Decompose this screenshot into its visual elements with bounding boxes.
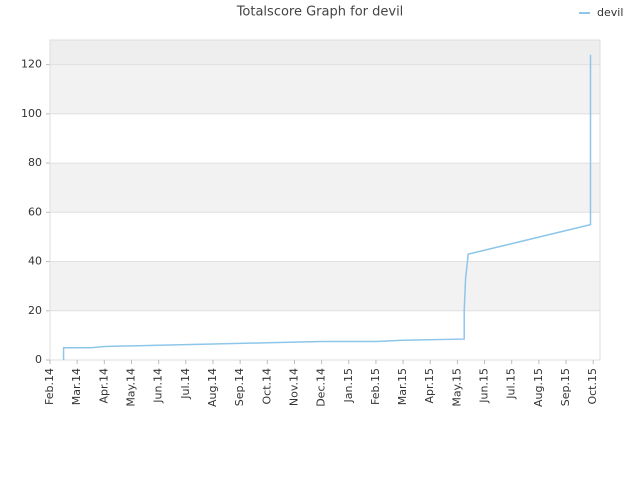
plot-band <box>50 64 600 114</box>
y-tick-label: 120 <box>21 58 42 71</box>
chart-title: Totalscore Graph for devil <box>236 5 404 20</box>
x-tick-label: Aug.15 <box>532 368 545 407</box>
y-tick-label: 40 <box>28 255 42 268</box>
x-tick-label: Mar.14 <box>70 368 83 405</box>
x-tick-label: Aug.14 <box>206 368 219 407</box>
x-tick-label: Sep.14 <box>233 368 246 406</box>
y-tick-label: 60 <box>28 205 42 218</box>
x-tick-label: Jun.14 <box>152 368 165 404</box>
x-tick-label: Oct.14 <box>260 368 273 405</box>
x-tick-label: Dec.14 <box>315 368 328 407</box>
y-tick-label: 20 <box>28 304 42 317</box>
plot-band <box>50 261 600 311</box>
plot-band <box>50 212 600 262</box>
x-tick-label: Nov.14 <box>287 368 300 406</box>
x-tick-label: Feb.14 <box>43 368 56 405</box>
x-tick-label: Jul.14 <box>179 368 192 400</box>
plot-frame <box>49 39 601 361</box>
x-tick-label: Jul.15 <box>505 368 518 400</box>
x-tick-label: May.14 <box>124 368 137 407</box>
plot-band <box>50 163 600 213</box>
x-tick-label: Feb.15 <box>369 368 382 405</box>
plot-band <box>50 113 600 164</box>
y-tick-label: 0 <box>35 353 42 366</box>
plot-band <box>50 40 600 65</box>
x-tick-label: May.15 <box>450 368 463 407</box>
data-line <box>62 54 592 360</box>
x-tick-label: Apr.15 <box>423 368 436 404</box>
y-tick-label: 80 <box>28 156 42 169</box>
x-tick-label: Apr.14 <box>97 368 110 404</box>
plot-band <box>50 310 600 360</box>
x-tick-label: Jan.15 <box>342 368 355 403</box>
x-tick-label: Mar.15 <box>396 368 409 405</box>
x-tick-label: Jun.15 <box>478 368 491 404</box>
x-tick-label: Oct.15 <box>586 368 599 405</box>
y-tick-label: 100 <box>21 107 42 120</box>
x-tick-label: Sep.15 <box>559 368 572 406</box>
legend-label: devil <box>597 6 623 19</box>
